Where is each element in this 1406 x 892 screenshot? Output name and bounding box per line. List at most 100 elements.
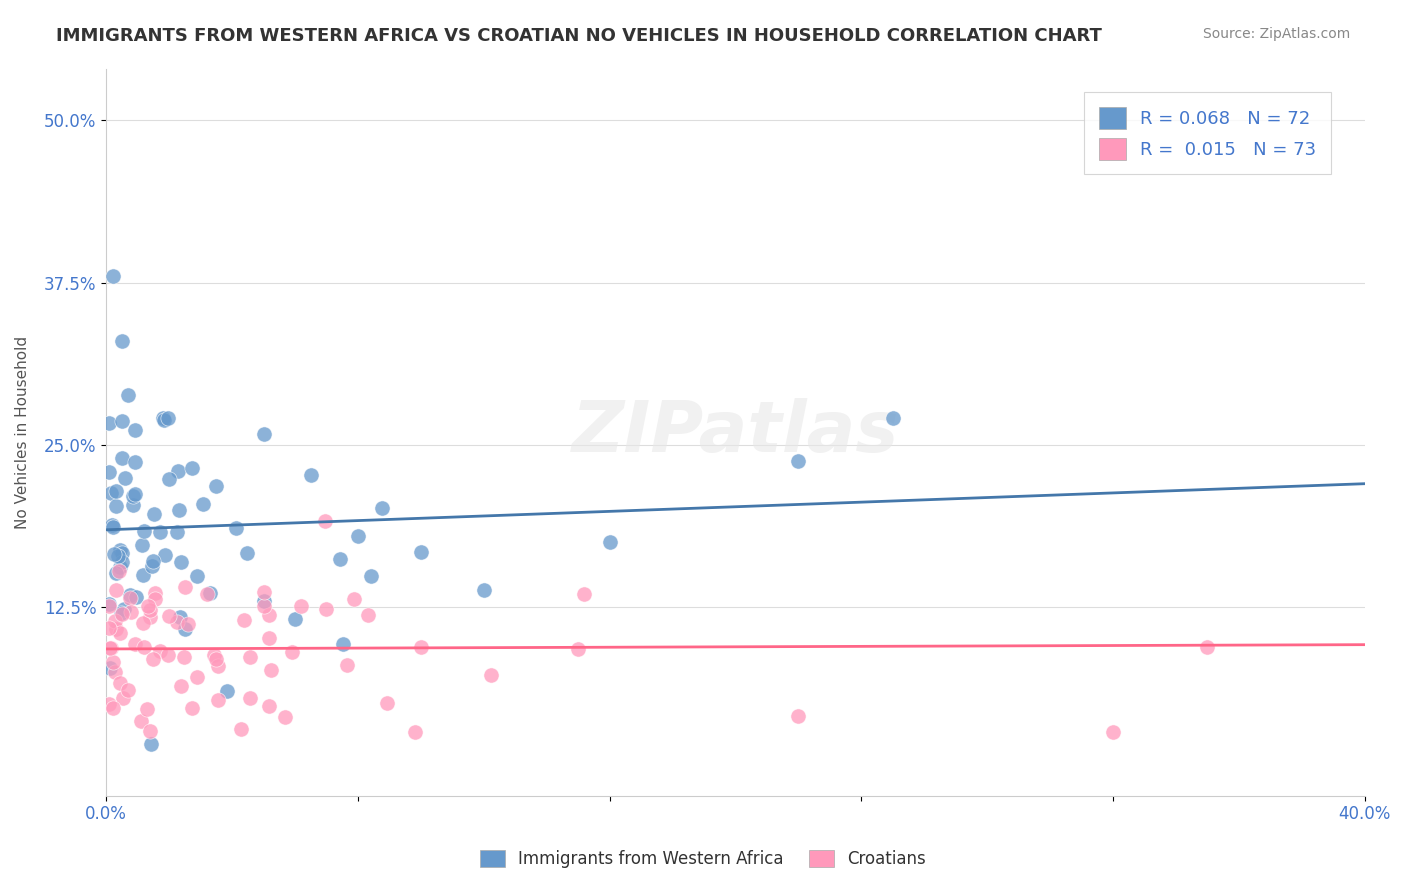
Point — [167, 464, 190, 478]
Point — [132, 640, 155, 654]
Point — [143, 507, 166, 521]
Point — [176, 616, 198, 631]
Point — [253, 599, 276, 614]
Point — [114, 471, 136, 485]
Point — [180, 460, 202, 475]
Point — [111, 334, 134, 349]
Point — [152, 411, 174, 425]
Point — [101, 520, 124, 534]
Point — [232, 613, 254, 627]
Point — [129, 714, 152, 729]
Point — [142, 651, 165, 665]
Point — [100, 518, 122, 533]
Point — [299, 468, 322, 483]
Point — [104, 566, 127, 580]
Point — [104, 483, 127, 498]
Point — [111, 556, 134, 570]
Point — [479, 668, 502, 682]
Point — [1102, 725, 1125, 739]
Point — [122, 498, 145, 512]
Point — [181, 701, 204, 715]
Point — [173, 650, 195, 665]
Point — [166, 525, 188, 540]
Point — [217, 684, 239, 698]
Point — [273, 709, 295, 723]
Point — [141, 558, 163, 573]
Point — [225, 521, 247, 535]
Point — [207, 693, 229, 707]
Point — [98, 465, 121, 479]
Point — [343, 591, 366, 606]
Point — [360, 569, 382, 583]
Point — [169, 610, 191, 624]
Point — [157, 608, 180, 623]
Point — [124, 590, 146, 604]
Point — [787, 708, 810, 723]
Point — [157, 472, 180, 486]
Point — [100, 641, 122, 656]
Point — [104, 614, 127, 628]
Point — [567, 642, 589, 657]
Point — [315, 602, 337, 616]
Point — [257, 631, 280, 645]
Point — [136, 599, 159, 614]
Point — [124, 423, 146, 437]
Point — [174, 622, 197, 636]
Point — [104, 582, 127, 597]
Point — [98, 416, 121, 430]
Point — [149, 644, 172, 658]
Point — [252, 594, 274, 608]
Point — [103, 655, 125, 669]
Point — [142, 554, 165, 568]
Point — [257, 607, 280, 622]
Point — [207, 659, 229, 673]
Point — [103, 547, 125, 561]
Point — [111, 451, 134, 466]
Text: ZIPatlas: ZIPatlas — [572, 398, 900, 467]
Point — [170, 555, 193, 569]
Point — [314, 514, 336, 528]
Point — [118, 588, 141, 602]
Point — [409, 545, 432, 559]
Point — [98, 697, 121, 711]
Point — [156, 648, 179, 662]
Point — [186, 670, 208, 684]
Point — [284, 611, 307, 625]
Point — [205, 479, 228, 493]
Point — [599, 535, 621, 549]
Point — [335, 658, 357, 673]
Point — [136, 701, 159, 715]
Point — [404, 724, 426, 739]
Point — [131, 538, 153, 552]
Point — [98, 599, 121, 613]
Point — [111, 607, 134, 621]
Point — [170, 679, 193, 693]
Point — [231, 722, 253, 736]
Point — [787, 454, 810, 468]
Point — [117, 683, 139, 698]
Point — [191, 497, 214, 511]
Point — [572, 587, 595, 601]
Point — [101, 701, 124, 715]
Point — [131, 615, 153, 630]
Point — [122, 489, 145, 503]
Point — [117, 388, 139, 402]
Text: IMMIGRANTS FROM WESTERN AFRICA VS CROATIAN NO VEHICLES IN HOUSEHOLD CORRELATION : IMMIGRANTS FROM WESTERN AFRICA VS CROATI… — [56, 27, 1102, 45]
Point — [124, 455, 146, 469]
Point — [375, 696, 398, 710]
Point — [153, 413, 176, 427]
Point — [205, 652, 228, 666]
Point — [239, 691, 262, 706]
Point — [347, 529, 370, 543]
Point — [98, 641, 121, 656]
Point — [138, 603, 160, 617]
Point — [186, 569, 208, 583]
Point — [98, 621, 121, 635]
Point — [143, 591, 166, 606]
Point — [139, 737, 162, 751]
Point — [332, 637, 354, 651]
Point — [120, 591, 142, 606]
Point — [98, 597, 121, 611]
Point — [108, 564, 131, 578]
Point — [371, 501, 394, 516]
